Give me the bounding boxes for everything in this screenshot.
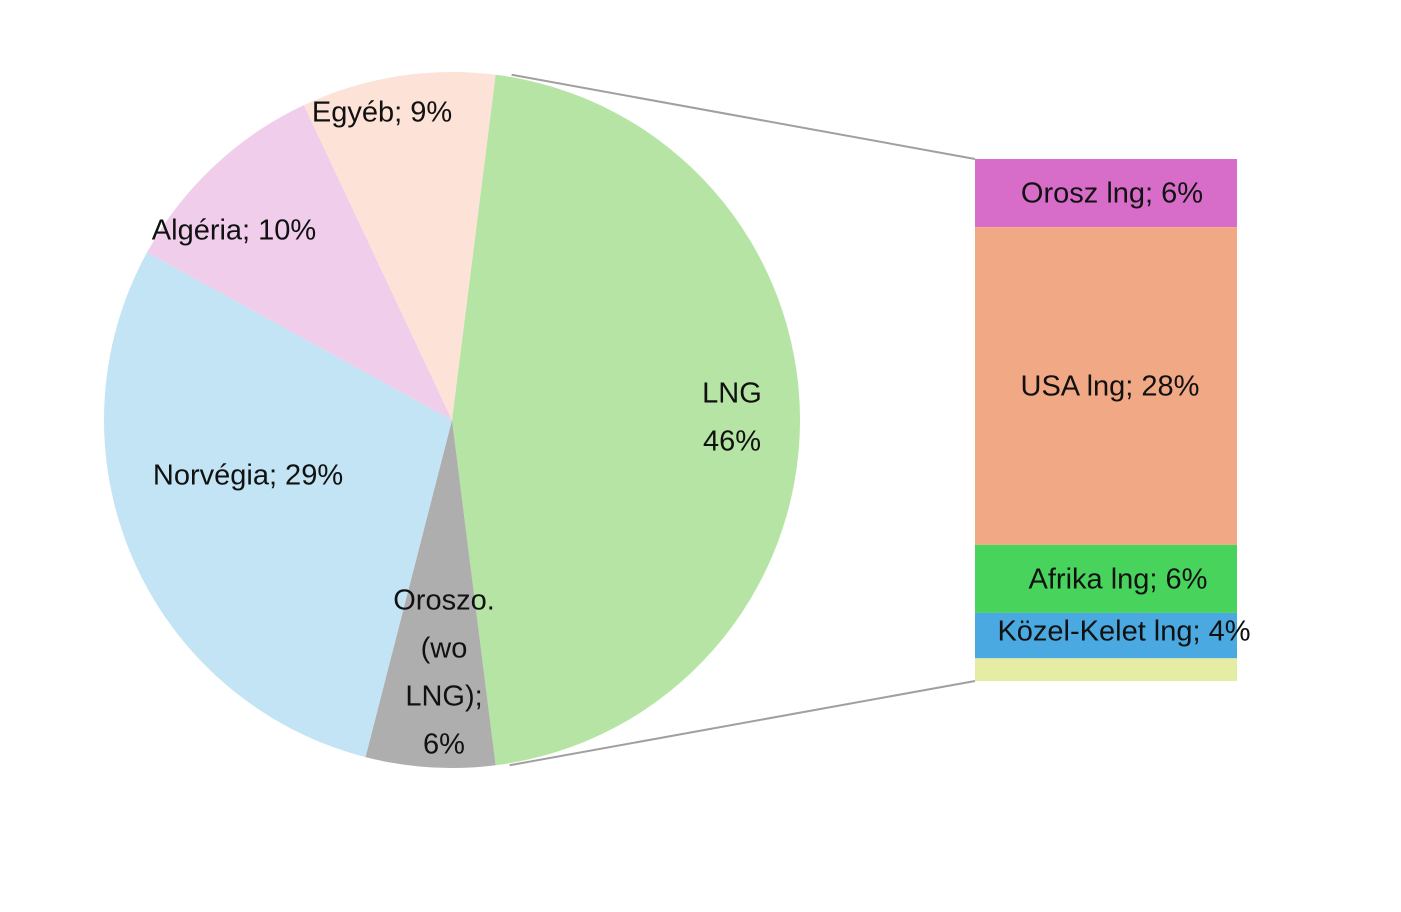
connector-line bbox=[511, 73, 976, 160]
bar-segment bbox=[975, 227, 1237, 545]
bar-segment bbox=[975, 159, 1237, 228]
bar-segment bbox=[975, 658, 1237, 681]
pie-slice bbox=[147, 105, 452, 421]
slice-label: Norvégia; 29% bbox=[153, 460, 343, 492]
slice-label: 46% bbox=[703, 426, 761, 458]
bar-segment bbox=[975, 612, 1237, 659]
pie-slice bbox=[104, 252, 452, 758]
slice-label: 6% bbox=[423, 729, 465, 761]
bar-label: Afrika lng; 6% bbox=[1029, 564, 1208, 596]
slice-label: (wo bbox=[421, 633, 468, 665]
bar-segment bbox=[975, 544, 1237, 613]
slice-label: Oroszo. bbox=[393, 585, 495, 617]
slice-label: Egyéb; 9% bbox=[312, 97, 452, 129]
connector-line bbox=[509, 680, 976, 767]
pie-slice bbox=[365, 420, 496, 768]
pie-slice bbox=[452, 74, 801, 766]
bar-label: Közel-Kelet lng; 4% bbox=[997, 615, 1250, 647]
slice-label: Algéria; 10% bbox=[152, 215, 316, 247]
bar-label: Orosz lng; 6% bbox=[1021, 178, 1203, 210]
pie-slice bbox=[303, 72, 496, 420]
bar-label: USA lng; 28% bbox=[1021, 371, 1200, 403]
slice-label: LNG); bbox=[405, 681, 482, 713]
slice-label: LNG bbox=[702, 378, 762, 410]
